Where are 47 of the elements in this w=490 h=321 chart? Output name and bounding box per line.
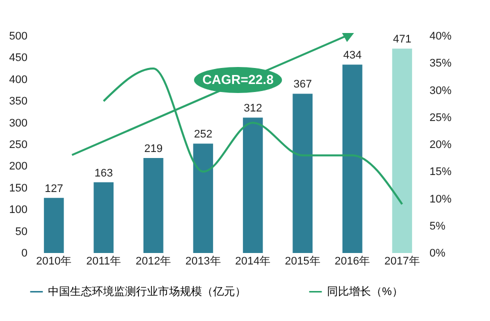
x-tick-label: 2013年 — [185, 256, 221, 268]
y-tick-label: 150 — [9, 182, 28, 194]
bar — [94, 182, 114, 253]
data-label: 434 — [343, 50, 362, 62]
x-tick-label: 2012年 — [136, 256, 172, 268]
y-tick-label: 350 — [9, 96, 28, 108]
y2-tick-label: 5% — [430, 220, 446, 232]
y-tick-label: 450 — [9, 52, 28, 64]
y-tick-label: 0 — [21, 248, 28, 260]
bar — [392, 48, 412, 253]
y2-tick-label: 25% — [430, 112, 452, 124]
data-label: 127 — [44, 182, 64, 195]
y-tick-label: 500 — [9, 30, 28, 42]
y2-tick-label: 15% — [430, 166, 452, 178]
bar — [242, 118, 263, 253]
x-tick-label: 2015年 — [284, 256, 320, 268]
y-tick-label: 200 — [9, 160, 28, 173]
annotation: CAGR=22.8 — [201, 72, 275, 88]
data-label: 163 — [94, 167, 113, 180]
y2-tick-label: 40% — [430, 30, 452, 42]
data-label: 471 — [392, 34, 412, 46]
x-tick-label: 2011年 — [86, 256, 121, 268]
legend-label: 同比增长（%） — [327, 284, 403, 298]
x-tick-label: 2010年 — [36, 256, 72, 268]
x-tick-label: 2014年 — [235, 256, 271, 268]
bar — [193, 144, 214, 253]
x-tick-label: 2016年 — [334, 256, 370, 268]
bar — [143, 158, 164, 253]
data-label: 367 — [293, 78, 312, 91]
y-tick-label: 50 — [15, 226, 28, 238]
bar — [342, 64, 362, 253]
data-label: 312 — [244, 102, 262, 115]
data-label: 252 — [194, 128, 212, 141]
y-tick-label: 400 — [9, 74, 28, 86]
data-label: 219 — [144, 142, 163, 155]
y2-tick-label: 20% — [430, 139, 452, 151]
y-tick-label: 250 — [9, 139, 28, 151]
y2-tick-label: 10% — [430, 193, 452, 206]
bar — [44, 198, 64, 253]
legend-label: 中国生态环境监测行业市场规模（亿元） — [48, 284, 246, 298]
y-tick-label: 100 — [9, 204, 28, 216]
bar — [292, 94, 313, 253]
y-tick-label: 300 — [9, 117, 28, 130]
y2-tick-label: 0% — [430, 248, 446, 260]
y2-tick-label: 30% — [430, 84, 452, 97]
y2-tick-label: 35% — [430, 58, 452, 70]
x-tick-label: 2017年 — [384, 256, 420, 268]
